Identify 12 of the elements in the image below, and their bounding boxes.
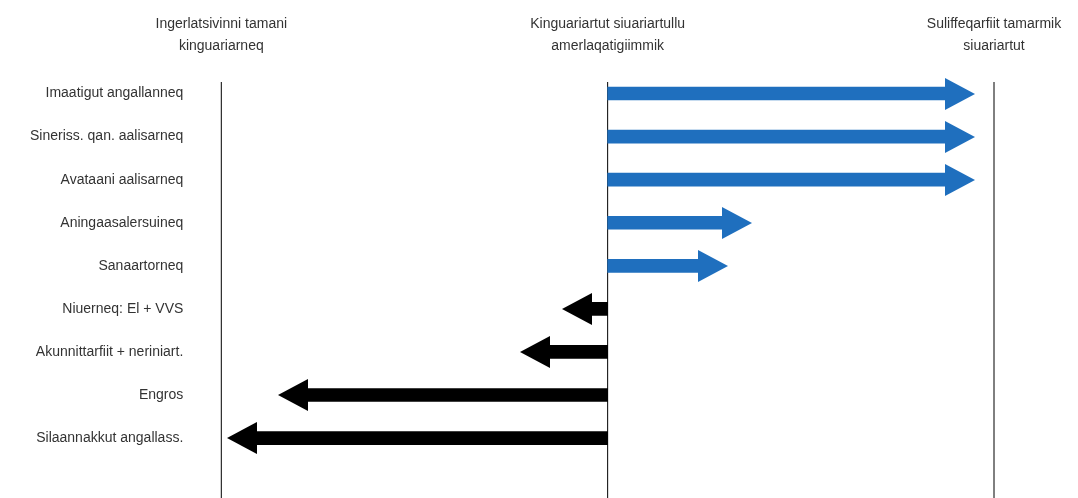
y-tick-label: Imaatigut angallanneq <box>45 84 184 101</box>
y-tick-label: Silaannakkut angallass. <box>36 428 184 445</box>
y-tick-label: Akunnittarfiit + neriniart. <box>35 342 184 359</box>
y-tick-label: Engros <box>138 385 184 402</box>
text: Kinguariartut siuariartullu amerlaqatigiimmik <box>530 15 686 53</box>
y-tick-label: Niuerneq: El + VVS <box>62 299 184 316</box>
y-tick-label: Sanaartorneq <box>98 256 184 273</box>
y-tick-label: Aningaasalersuineq <box>60 213 184 230</box>
y-tick-label: Sineriss. qan. aalisarneq <box>30 127 184 144</box>
text: Ingerlatsivinni tamani kinguariarneq <box>155 15 288 53</box>
text: Suliffeqarfiit tamarmik siuariartut <box>926 15 1063 53</box>
y-tick-label: Avataani aalisarneq <box>60 170 184 187</box>
